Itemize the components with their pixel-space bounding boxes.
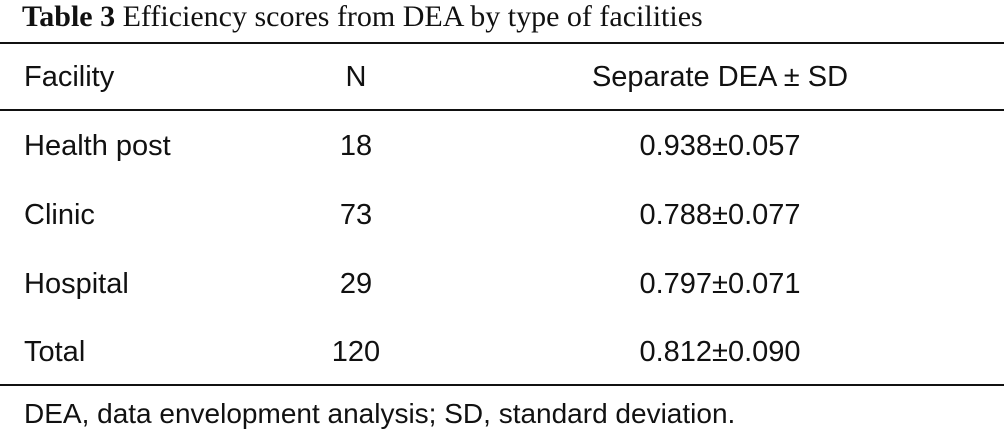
cell-dea: 0.812±0.090 bbox=[639, 336, 801, 368]
cell-n: 120 bbox=[331, 336, 381, 368]
cell-facility: Hospital bbox=[24, 268, 129, 300]
header-facility: Facility bbox=[24, 61, 115, 93]
table-header-rule bbox=[0, 109, 1004, 111]
cell-facility: Clinic bbox=[24, 199, 95, 231]
cell-facility: Health post bbox=[24, 130, 171, 162]
table-top-rule bbox=[0, 42, 1004, 44]
header-n: N bbox=[345, 61, 367, 93]
cell-n: 73 bbox=[339, 199, 373, 231]
table-caption-label: Table 3 bbox=[22, 0, 116, 33]
cell-dea: 0.938±0.057 bbox=[639, 130, 801, 162]
table-footnote: DEA, data envelopment analysis; SD, stan… bbox=[24, 398, 736, 429]
cell-facility: Total bbox=[24, 336, 86, 368]
cell-n: 18 bbox=[339, 130, 373, 162]
table-bottom-rule bbox=[0, 384, 1004, 386]
cell-dea: 0.788±0.077 bbox=[639, 199, 801, 231]
cell-n: 29 bbox=[339, 268, 373, 300]
table-caption: Table 3 Efficiency scores from DEA by ty… bbox=[22, 0, 703, 40]
table-caption-text: Efficiency scores from DEA by type of fa… bbox=[122, 0, 703, 33]
cell-dea: 0.797±0.071 bbox=[639, 268, 801, 300]
header-dea: Separate DEA ± SD bbox=[591, 61, 849, 93]
